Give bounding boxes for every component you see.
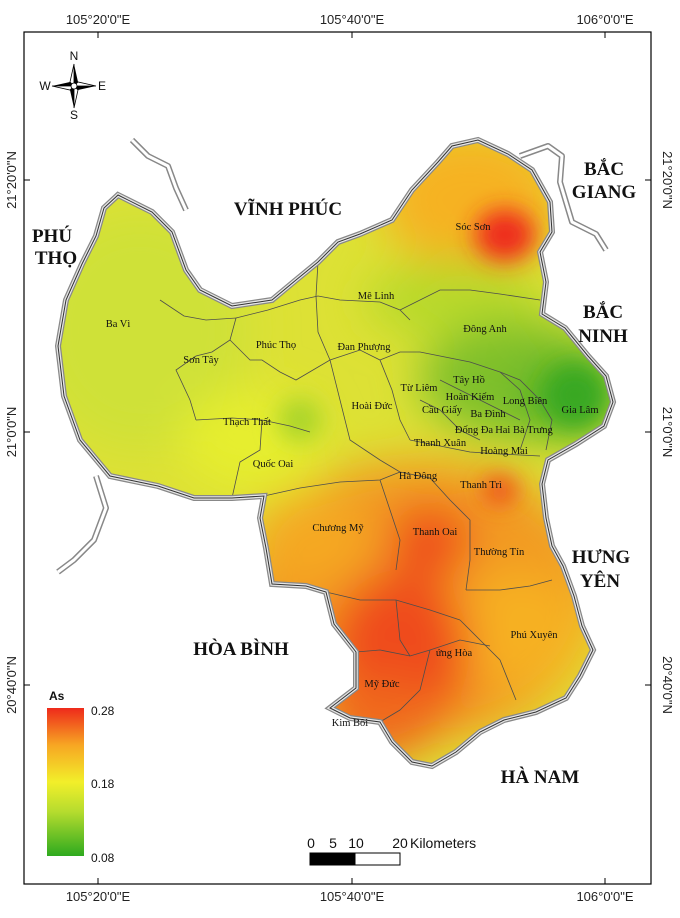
district-thanh-xuan: Thanh Xuân <box>414 438 467 449</box>
compass-e: E <box>98 79 106 93</box>
district-dan-phuong: Đan Phượng <box>338 342 392 353</box>
province-bac-giang-line2: GIANG <box>572 182 637 203</box>
rivers <box>56 137 609 575</box>
lat-label-left-1: 21°20'0"N <box>4 151 19 209</box>
compass-rose-icon <box>51 63 97 109</box>
legend-color-ramp <box>47 708 84 856</box>
lat-label-right-1: 21°20'0"N <box>660 151 675 209</box>
compass-w: W <box>39 79 51 93</box>
province-hoa-binh: HÒA BÌNH <box>193 638 289 660</box>
district-ung-hoa: ứng Hòa <box>436 648 473 659</box>
district-thanh-oai: Thanh Oai <box>413 527 458 538</box>
district-thanh-tri: Thanh Trì <box>460 480 502 491</box>
river-north <box>130 138 188 211</box>
compass-s: S <box>70 108 78 122</box>
scale-tick-5: 5 <box>329 835 337 851</box>
lon-label-bottom-2: 105°40'0"E <box>320 889 385 904</box>
district-hoai-duc: Hoài Đức <box>352 401 393 412</box>
district-soc-son: Sóc Sơn <box>455 222 491 233</box>
scale-bar <box>309 852 401 866</box>
district-thuong-tin: Thường Tín <box>474 547 525 558</box>
district-hoang-mai: Hoàng Mai <box>480 446 528 457</box>
province-phu-tho-line1: PHÚ <box>32 225 72 247</box>
scale-tick-0: 0 <box>307 835 315 851</box>
graticule-ticks <box>24 32 651 884</box>
district-hoan-kiem: Hoàn Kiếm <box>446 392 495 403</box>
legend-min: 0.08 <box>91 851 115 865</box>
district-quoc-oai: Quốc Oai <box>253 459 294 470</box>
province-ha-nam: HÀ NAM <box>501 766 580 788</box>
district-my-duc: Mỹ Đức <box>364 679 399 690</box>
district-ha-dong: Hà Đông <box>399 471 438 482</box>
district-tu-liem: Từ Liêm <box>401 383 438 394</box>
lon-label-bottom-3: 106°0'0"E <box>576 889 633 904</box>
lat-label-left-3: 20°40'0"N <box>4 656 19 714</box>
province-vinh-phuc: VĨNH PHÚC <box>234 198 342 220</box>
district-tay-ho: Tây Hồ <box>453 375 485 386</box>
lat-label-right-2: 21°0'0"N <box>660 407 675 458</box>
scale-tick-20: 20 <box>392 835 408 851</box>
district-phu-xuyen: Phú Xuyên <box>511 630 559 641</box>
province-phu-tho-line2: THỌ <box>35 248 77 269</box>
river-east <box>519 144 608 251</box>
lat-label-right-3: 20°40'0"N <box>660 656 675 714</box>
district-chuong-my: Chương Mỹ <box>312 523 364 534</box>
province-hung-yen-line2: YÊN <box>580 570 620 592</box>
lon-label-bottom-1: 105°20'0"E <box>66 889 131 904</box>
province-bac-giang-line1: BẮC <box>584 158 624 180</box>
district-boundaries <box>159 261 553 723</box>
province-bac-ninh-line2: NINH <box>578 326 628 347</box>
district-dong-anh: Đông Anh <box>463 324 507 335</box>
river-west <box>57 475 108 574</box>
legend-max: 0.28 <box>91 704 115 718</box>
district-cau-giay: Cầu Giấy <box>422 405 463 416</box>
district-me-linh: Mê Linh <box>358 291 395 302</box>
district-thach-that: Thạch Thất <box>223 417 271 428</box>
lon-label-top-3: 106°0'0"E <box>576 12 633 27</box>
district-gia-lam: Gia Lâm <box>561 405 598 416</box>
district-dong-da: Đống Đa <box>455 425 494 436</box>
lon-label-top-2: 105°40'0"E <box>320 12 385 27</box>
scale-tick-10: 10 <box>348 835 364 851</box>
compass-n: N <box>70 49 79 63</box>
province-bac-ninh-line1: BẮC <box>583 301 623 323</box>
province-hung-yen-line1: HƯNG <box>572 547 631 568</box>
district-long-bien: Long Biên <box>503 396 548 407</box>
district-ba-vi: Ba Vì <box>106 319 131 330</box>
district-son-tay: Sơn Tây <box>183 355 219 366</box>
legend-title: As <box>49 689 65 703</box>
district-phuc-tho: Phúc Thọ <box>256 340 296 351</box>
scale-unit: Kilometers <box>410 835 476 851</box>
lon-label-top-1: 105°20'0"E <box>66 12 131 27</box>
district-hai-ba-trung: Hai Bà Trưng <box>495 425 553 436</box>
district-kim-boi: Kim Bôi <box>332 718 369 729</box>
district-ba-dinh: Ba Đình <box>470 409 506 420</box>
lat-label-left-2: 21°0'0"N <box>4 407 19 458</box>
legend-mid: 0.18 <box>91 777 115 791</box>
